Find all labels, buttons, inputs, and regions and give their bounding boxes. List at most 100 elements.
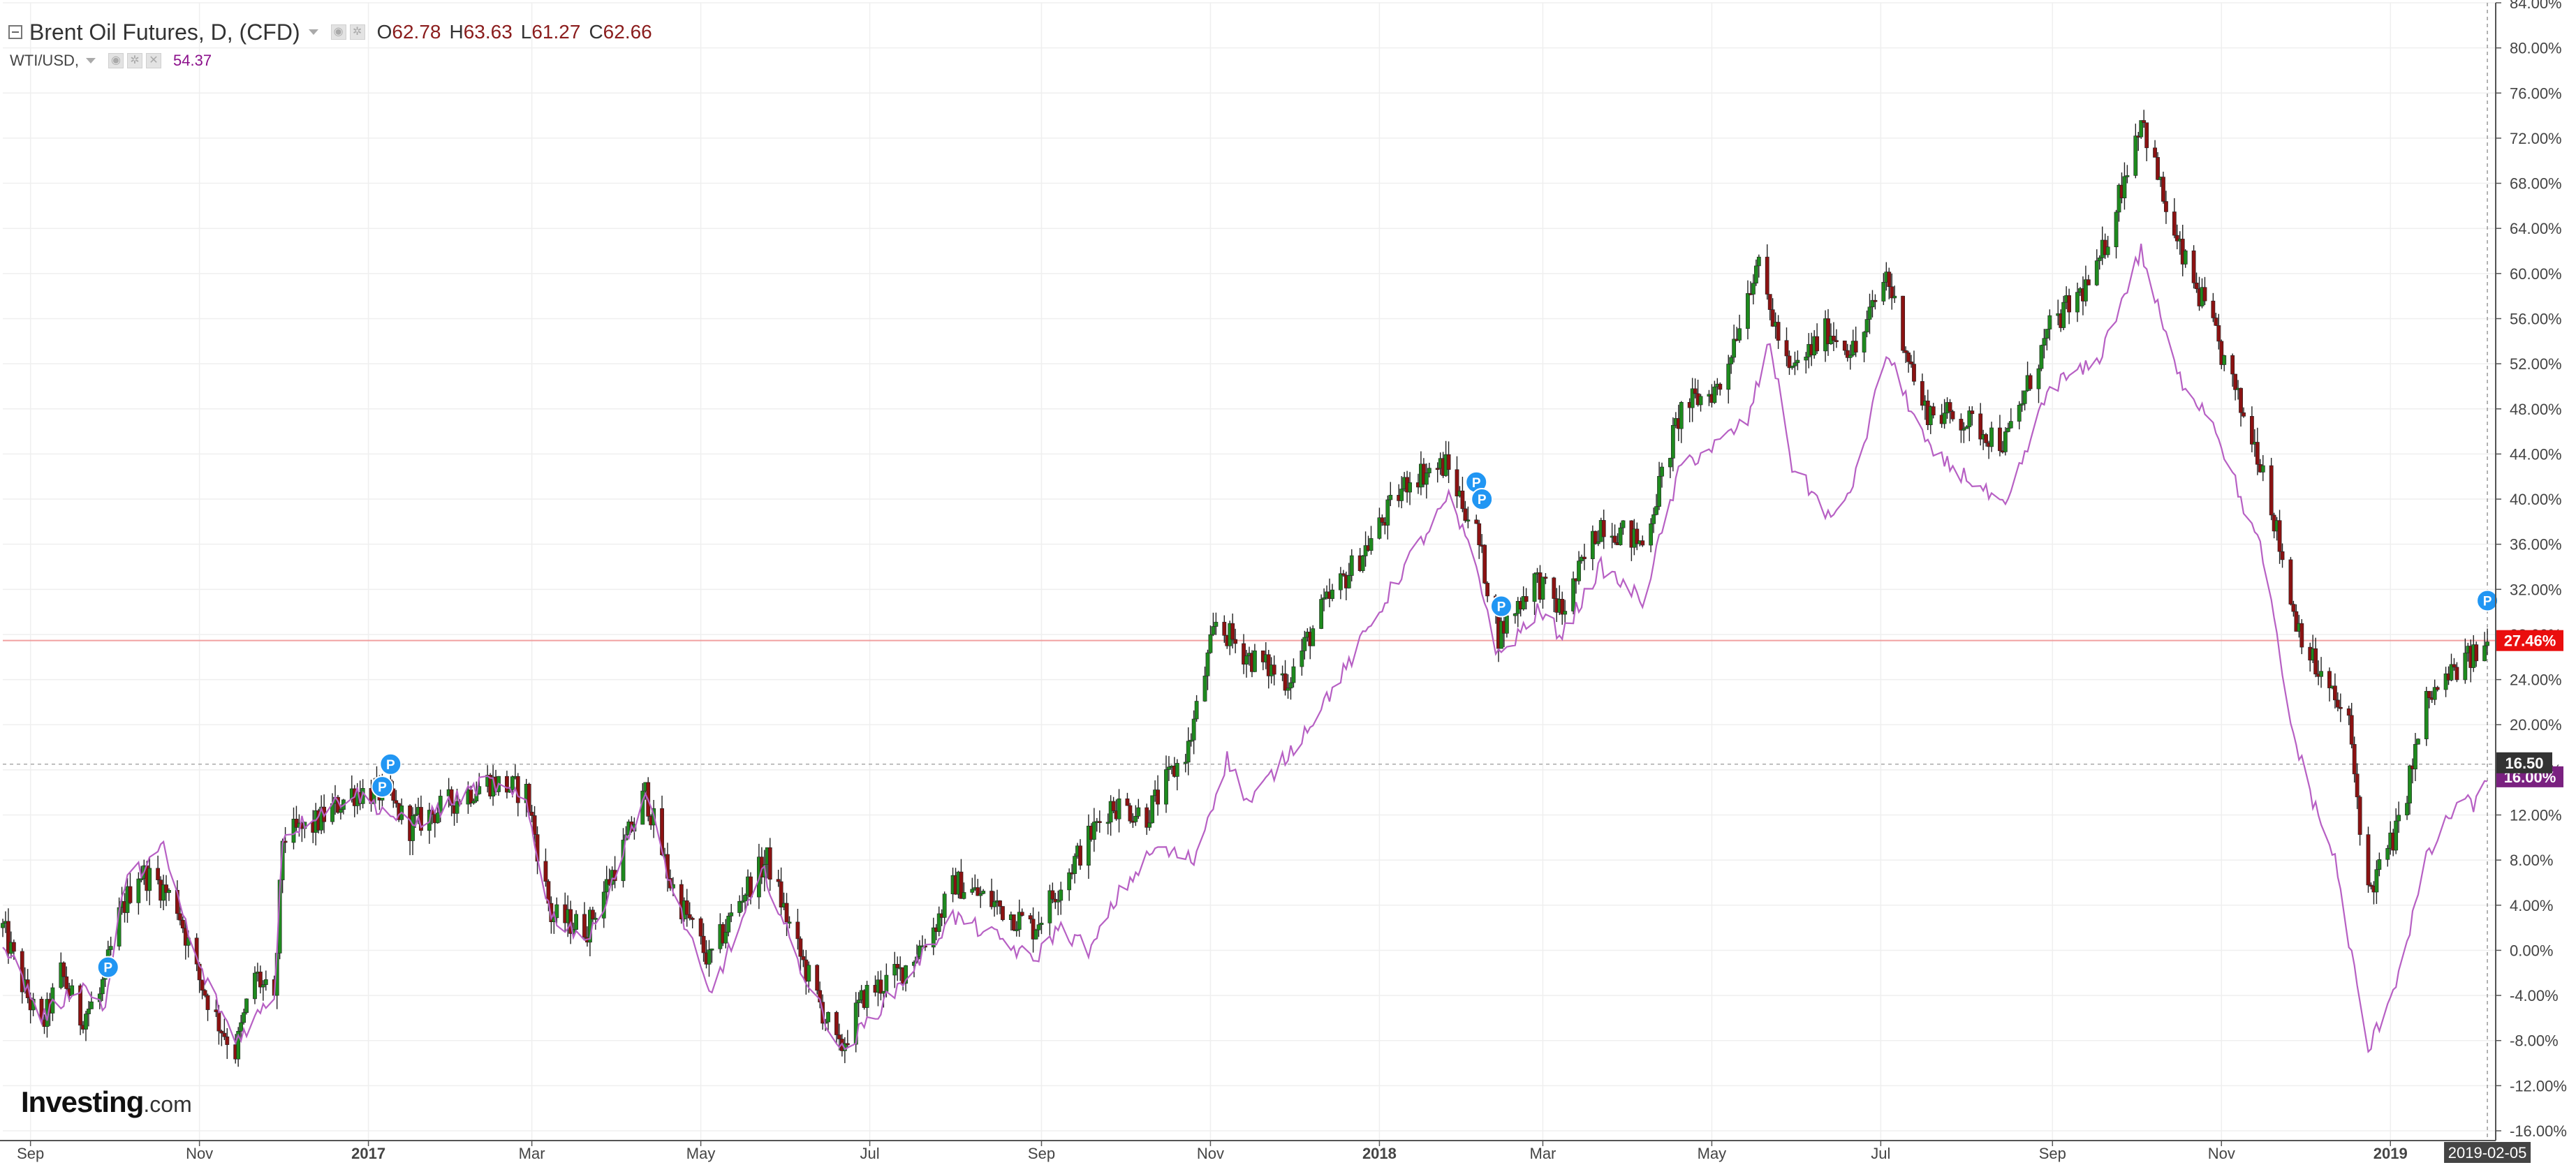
- candle: [2338, 693, 2343, 722]
- y-tick-label: 12.00%: [2510, 807, 2562, 824]
- low-key: L: [520, 21, 532, 43]
- candle: [989, 878, 994, 910]
- x-tick-label: Sep: [2039, 1145, 2066, 1162]
- candle: [2233, 373, 2238, 401]
- candle: [1011, 914, 1016, 932]
- chevron-down-icon[interactable]: [308, 29, 318, 35]
- candle: [1959, 413, 1964, 443]
- candle: [1117, 789, 1121, 833]
- y-tick-label: 84.00%: [2510, 0, 2562, 12]
- candle: [690, 917, 695, 928]
- investing-logo[interactable]: Investing.com: [21, 1085, 192, 1119]
- candle: [1150, 795, 1155, 824]
- candle: [2335, 692, 2340, 712]
- candle: [1482, 544, 1487, 584]
- candle: [1649, 518, 1654, 553]
- candle: [2346, 705, 2351, 725]
- event-marker[interactable]: P: [1471, 488, 1494, 511]
- candle: [1091, 808, 1096, 852]
- candle: [1208, 625, 1213, 654]
- gear-icon[interactable]: ✲: [349, 24, 365, 40]
- candle: [1017, 899, 1022, 937]
- candle: [1399, 476, 1404, 509]
- candle: [1853, 326, 1858, 357]
- candle: [1978, 403, 1983, 446]
- candle: [2319, 657, 2323, 688]
- candle: [1319, 594, 1324, 630]
- candle: [2019, 390, 2024, 412]
- candle: [2153, 140, 2157, 158]
- candle: [2482, 632, 2487, 662]
- candle: [253, 966, 257, 1004]
- candle: [1560, 591, 1565, 625]
- event-marker[interactable]: P: [96, 956, 119, 979]
- close-icon[interactable]: ✕: [146, 53, 161, 68]
- candle: [1931, 403, 1936, 419]
- event-marker[interactable]: P: [1489, 595, 1513, 618]
- candle: [128, 873, 133, 905]
- eye-icon[interactable]: ◉: [330, 24, 346, 40]
- candle: [1073, 853, 1077, 884]
- wti-series-line: [2, 244, 2488, 1053]
- main-series-title[interactable]: Brent Oil Futures, D, (CFD): [29, 19, 300, 45]
- candle: [1845, 343, 1850, 362]
- candle: [180, 917, 185, 933]
- candle: [1804, 352, 1809, 374]
- candle: [2416, 738, 2420, 745]
- candle: [784, 893, 789, 937]
- candle: [959, 859, 964, 899]
- candle: [931, 917, 936, 956]
- candle: [1998, 415, 2002, 457]
- candle: [1596, 530, 1600, 547]
- y-tick-label: 64.00%: [2510, 220, 2562, 237]
- gear-icon[interactable]: ✲: [127, 53, 142, 68]
- eye-icon[interactable]: ◉: [108, 53, 124, 68]
- candle: [449, 786, 454, 817]
- candle: [164, 875, 168, 907]
- candle: [2164, 191, 2168, 224]
- candle: [1552, 577, 1556, 612]
- candle: [1790, 365, 1795, 370]
- candle: [1078, 839, 1082, 870]
- candle: [1028, 912, 1033, 924]
- candle: [1377, 507, 1382, 540]
- candle: [2239, 387, 2243, 427]
- candle: [2443, 667, 2448, 697]
- candle: [1690, 378, 1695, 422]
- candle: [1360, 555, 1365, 573]
- candle: [2255, 427, 2260, 475]
- candle: [1014, 921, 1019, 937]
- x-axis[interactable]: Sep Nov 2017 Mar May Jul Sep Nov 2018 Mar May Jul Se…: [0, 1140, 2496, 1162]
- y-tick-label: 4.00%: [2510, 897, 2553, 914]
- event-marker[interactable]: P: [371, 776, 394, 799]
- candle: [1909, 355, 1913, 368]
- crosshair-date-badge: 2019-02-05: [2444, 1142, 2531, 1163]
- candle: [2105, 235, 2110, 258]
- candle: [2005, 422, 2010, 433]
- y-tick-label: 72.00%: [2510, 130, 2562, 147]
- candle: [1793, 351, 1797, 376]
- candle: [1950, 410, 1955, 422]
- candle: [222, 1018, 227, 1040]
- candle: [978, 886, 983, 908]
- collapse-icon[interactable]: [8, 25, 22, 39]
- wti-series-title[interactable]: WTI/USD,: [10, 52, 79, 69]
- event-marker[interactable]: P: [379, 752, 402, 776]
- candle: [1582, 543, 1587, 570]
- candle: [2084, 265, 2088, 306]
- event-marker[interactable]: P: [2476, 589, 2499, 612]
- candle: [1881, 273, 1886, 306]
- candle: [61, 961, 66, 987]
- candle: [2039, 344, 2044, 371]
- y-tick-label: -4.00%: [2510, 987, 2559, 1004]
- y-tick-label: -16.00%: [2510, 1122, 2567, 1140]
- chevron-down-icon[interactable]: [86, 58, 96, 64]
- candle: [2408, 764, 2412, 815]
- low-value: 61.27: [531, 21, 581, 43]
- candle: [798, 936, 803, 971]
- candle: [2397, 801, 2401, 833]
- candle: [1288, 677, 1293, 700]
- candle: [729, 904, 734, 923]
- candle: [2288, 556, 2293, 606]
